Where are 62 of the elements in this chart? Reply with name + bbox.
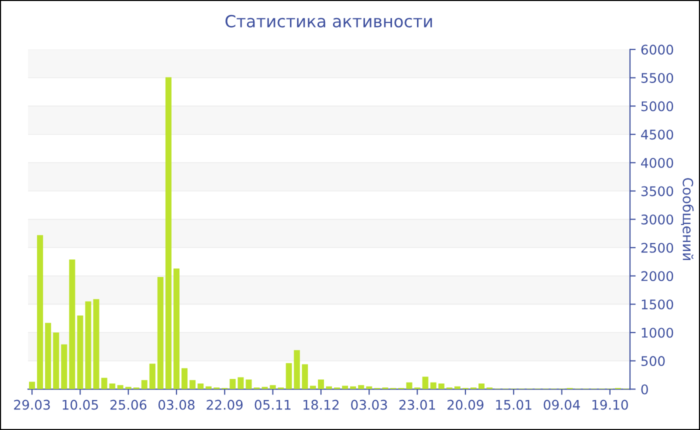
bar — [478, 383, 485, 390]
y-tick-label: 1500 — [642, 299, 674, 310]
bar — [101, 378, 108, 390]
chart-title: Статистика активности — [226, 14, 432, 28]
bar — [358, 385, 364, 390]
y-tick-label: 3500 — [641, 186, 674, 196]
x-tick-label: 03.03 — [351, 400, 387, 410]
x-tick-label: 25.06 — [110, 400, 146, 410]
bar — [77, 316, 84, 390]
bar — [93, 299, 100, 390]
bar — [29, 382, 36, 390]
x-tick-label: 22.09 — [206, 400, 243, 410]
bar — [238, 377, 244, 390]
bar — [430, 382, 436, 390]
bar — [246, 380, 252, 390]
bar — [286, 363, 292, 390]
bar — [37, 235, 44, 390]
bar — [438, 383, 444, 390]
bar — [61, 344, 68, 390]
y-tick-label: 0 — [641, 384, 648, 394]
bar — [182, 368, 188, 390]
bar — [165, 77, 172, 390]
y-tick-label: 4000 — [641, 158, 674, 168]
bar — [270, 385, 276, 390]
y-tick-label: 5500 — [641, 72, 674, 83]
bar — [45, 322, 52, 390]
x-tick-label: 29.03 — [14, 400, 50, 410]
bar — [117, 385, 124, 390]
x-tick-label: 20.09 — [448, 400, 484, 410]
bar — [157, 277, 164, 390]
y-tick-label: 6000 — [641, 44, 674, 55]
x-tick-label: 09.04 — [544, 400, 580, 410]
bar — [302, 364, 308, 390]
bar — [190, 380, 196, 390]
x-tick-label: 15.01 — [496, 400, 532, 410]
y-tick-label: 500 — [641, 356, 665, 366]
bar — [109, 383, 116, 390]
bar — [173, 268, 180, 390]
x-tick-label: 23.01 — [399, 400, 435, 410]
y-tick-label: 3000 — [641, 214, 674, 224]
y-tick-label: 5000 — [641, 101, 674, 112]
bar — [141, 380, 148, 390]
bar — [198, 383, 204, 390]
x-tick-label: 10.05 — [62, 400, 98, 410]
y-axis-title: Сообщений — [680, 178, 694, 260]
x-tick-label: 05.11 — [254, 400, 290, 410]
bar — [230, 378, 236, 390]
y-tick-label: 1000 — [642, 328, 674, 338]
y-tick-label: 2500 — [641, 242, 674, 253]
bar — [318, 380, 324, 390]
x-tick-label: 03.08 — [158, 400, 194, 410]
y-tick-label: 2000 — [641, 271, 674, 282]
bar — [85, 301, 92, 390]
x-tick-label: 19.10 — [592, 400, 628, 410]
bar — [406, 382, 412, 390]
bar — [422, 376, 428, 390]
bar — [294, 350, 300, 390]
bar — [53, 332, 60, 390]
bar — [69, 260, 76, 390]
x-tick-label: 18.12 — [304, 400, 339, 410]
bar — [149, 364, 156, 390]
y-tick-label: 4500 — [641, 130, 674, 140]
